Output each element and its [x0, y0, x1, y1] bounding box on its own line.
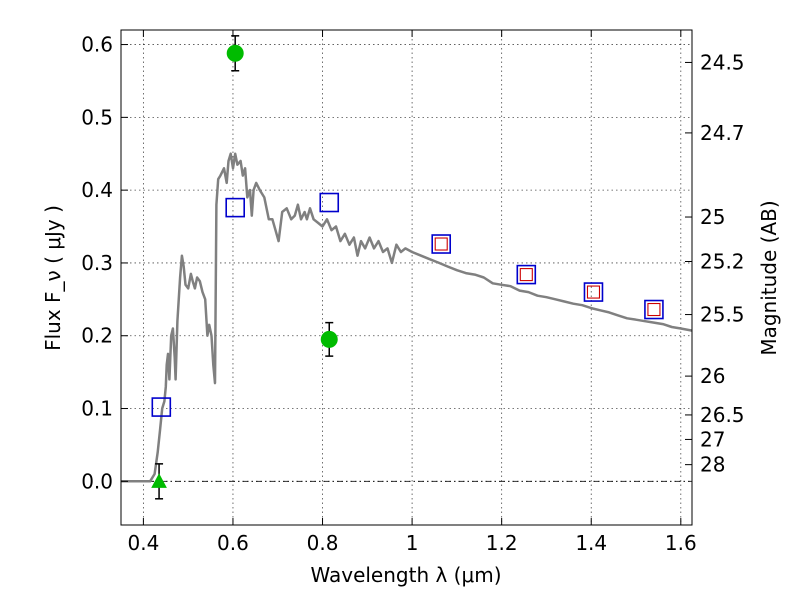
observed-flux-point [226, 44, 244, 62]
x-tick-label: 0.8 [307, 531, 339, 555]
model-photometry-point [225, 197, 245, 218]
x-tick-label: 1 [406, 531, 419, 555]
y-tick-label: 0.3 [81, 251, 113, 275]
mag-tick-label: 24.5 [700, 50, 745, 74]
model-spectrum-line [121, 152, 693, 483]
ir-photometry-point [647, 302, 661, 317]
data-layer [121, 35, 693, 500]
y-tick-label: 0.6 [81, 33, 113, 57]
y-tick-label: 0.1 [81, 397, 113, 421]
mag-tick-label: 24.7 [700, 121, 745, 145]
plot-background [121, 30, 692, 525]
model-photometry-point [583, 282, 604, 302]
x-tick-label: 0.4 [127, 531, 159, 555]
y-axis-title: Flux F_ν ( μJy ) [41, 205, 65, 351]
mag-tick-label: 27 [700, 427, 725, 451]
ir-photometry-point [519, 268, 533, 282]
y-tick-label: 0.4 [81, 178, 113, 202]
mag-tick-label: 26.5 [700, 403, 745, 427]
model-photometry-point [644, 299, 664, 320]
x-axis-title: Wavelength λ (μm) [310, 563, 501, 587]
model-photometry-point [151, 397, 172, 417]
mag-tick-label: 26 [700, 364, 725, 388]
y-tick-label: 0.0 [81, 469, 113, 493]
observed-flux-point [320, 330, 338, 348]
y-tick-label: 0.2 [81, 324, 113, 348]
tick-label-layer: 0.4 0.6 0.8 1 1.2 1.4 1.6 0.0 0.1 0.2 0.3 0.4 0.5 0.6… [81, 33, 744, 555]
mag-tick-label: 25 [700, 205, 725, 229]
model-photometry-point [431, 234, 452, 254]
y-tick-label: 0.5 [81, 105, 113, 129]
right-axis-title: Magnitude (AB) [757, 200, 781, 355]
mag-tick-label: 28 [700, 453, 725, 477]
x-tick-label: 0.6 [217, 531, 249, 555]
mag-tick-label: 25.2 [700, 249, 745, 273]
mag-tick-label: 25.5 [700, 303, 745, 327]
model-photometry-point [516, 264, 537, 285]
x-tick-label: 1.2 [486, 531, 518, 555]
model-photometry-point [319, 192, 340, 213]
plot-frame [120, 29, 693, 526]
x-tick-label: 1.4 [575, 531, 607, 555]
x-tick-label: 1.6 [665, 531, 697, 555]
tick-layer [121, 30, 692, 525]
upper-limit-marker [151, 473, 167, 488]
ir-photometry-point [434, 237, 448, 251]
ir-photometry-point [586, 285, 601, 299]
